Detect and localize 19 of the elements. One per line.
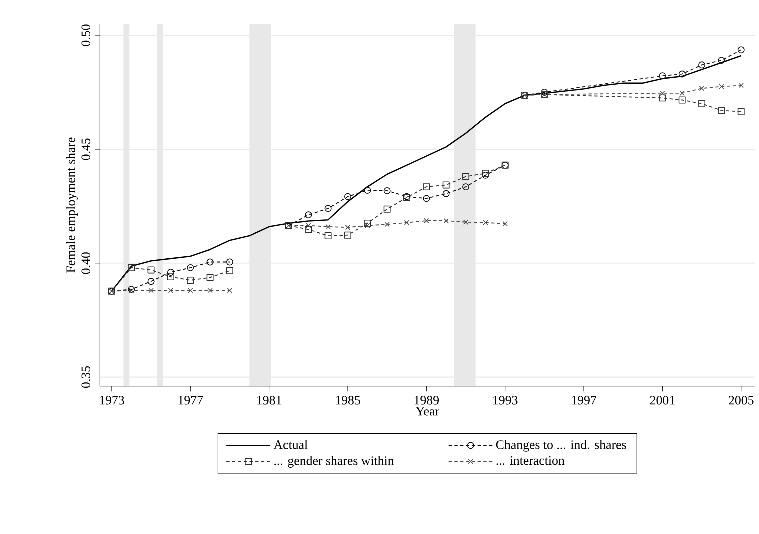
legend-label: ... interaction xyxy=(496,456,565,466)
x-axis-title: Year xyxy=(416,407,440,416)
y-tick-label: 0.45 xyxy=(82,138,90,160)
y-tick-label: 0.40 xyxy=(82,252,90,274)
legend-label: ... gender shares within xyxy=(274,456,394,468)
y-tick-label: 0.50 xyxy=(82,24,90,46)
legend-label: Actual xyxy=(274,440,308,450)
y-tick-label: 0.35 xyxy=(82,366,90,388)
y-axis-title: Female employment share xyxy=(66,138,78,273)
x-tick-label: 1997 xyxy=(572,396,597,405)
x-tick-label: 1981 xyxy=(258,396,282,405)
x-tick-label: 1977 xyxy=(178,396,204,405)
x-tick-label: 2005 xyxy=(729,396,754,405)
x-tick-label: 1973 xyxy=(100,396,124,405)
x-tick-label: 1985 xyxy=(336,396,360,405)
legend-label: Changes to ... ind. shares xyxy=(496,440,626,452)
x-tick-label: 1993 xyxy=(494,396,518,405)
x-tick-label: 2001 xyxy=(650,396,675,405)
x-tick-label: 1989 xyxy=(414,396,440,405)
